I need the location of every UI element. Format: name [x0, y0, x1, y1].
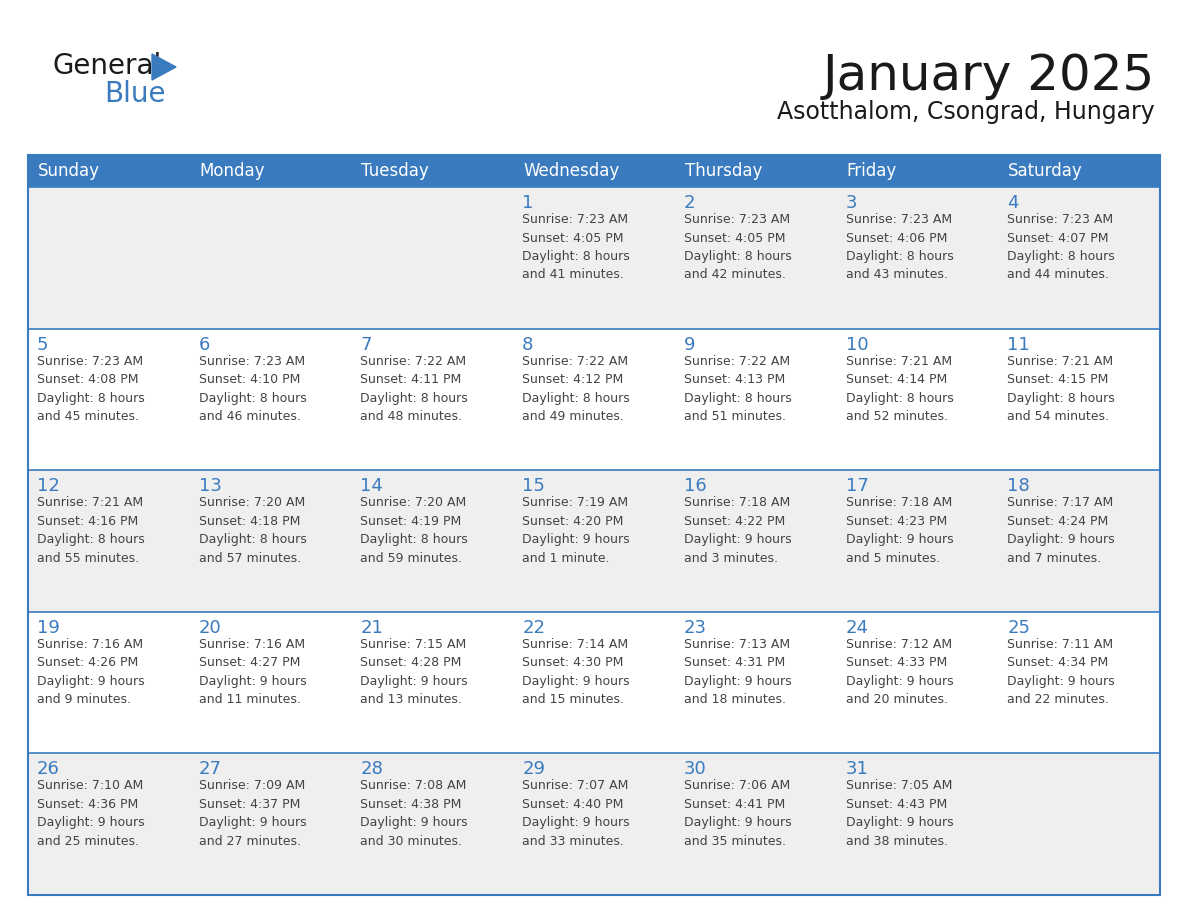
- Text: Sunrise: 7:23 AM
Sunset: 4:07 PM
Daylight: 8 hours
and 44 minutes.: Sunrise: 7:23 AM Sunset: 4:07 PM Dayligh…: [1007, 213, 1116, 282]
- Text: 20: 20: [198, 619, 221, 637]
- Text: 22: 22: [523, 619, 545, 637]
- Text: Sunrise: 7:14 AM
Sunset: 4:30 PM
Daylight: 9 hours
and 15 minutes.: Sunrise: 7:14 AM Sunset: 4:30 PM Dayligh…: [523, 638, 630, 706]
- Text: Sunrise: 7:16 AM
Sunset: 4:26 PM
Daylight: 9 hours
and 9 minutes.: Sunrise: 7:16 AM Sunset: 4:26 PM Dayligh…: [37, 638, 145, 706]
- Bar: [29, 611, 1159, 754]
- Text: Sunrise: 7:20 AM
Sunset: 4:19 PM
Daylight: 8 hours
and 59 minutes.: Sunrise: 7:20 AM Sunset: 4:19 PM Dayligh…: [360, 497, 468, 565]
- Polygon shape: [152, 54, 176, 80]
- Text: Tuesday: Tuesday: [361, 162, 429, 180]
- Text: 5: 5: [37, 336, 49, 353]
- Text: 7: 7: [360, 336, 372, 353]
- Text: Thursday: Thursday: [684, 162, 763, 180]
- Text: 18: 18: [1007, 477, 1030, 495]
- Text: January 2025: January 2025: [823, 52, 1155, 100]
- Text: Sunrise: 7:08 AM
Sunset: 4:38 PM
Daylight: 9 hours
and 30 minutes.: Sunrise: 7:08 AM Sunset: 4:38 PM Dayligh…: [360, 779, 468, 848]
- Text: Friday: Friday: [847, 162, 897, 180]
- Text: 6: 6: [198, 336, 210, 353]
- Text: Sunrise: 7:21 AM
Sunset: 4:14 PM
Daylight: 8 hours
and 52 minutes.: Sunrise: 7:21 AM Sunset: 4:14 PM Dayligh…: [846, 354, 953, 423]
- Text: Blue: Blue: [105, 80, 165, 108]
- Text: Wednesday: Wednesday: [523, 162, 619, 180]
- Text: Asotthalom, Csongrad, Hungary: Asotthalom, Csongrad, Hungary: [777, 100, 1155, 124]
- Text: Saturday: Saturday: [1009, 162, 1083, 180]
- Text: 31: 31: [846, 760, 868, 778]
- Text: Sunrise: 7:23 AM
Sunset: 4:10 PM
Daylight: 8 hours
and 46 minutes.: Sunrise: 7:23 AM Sunset: 4:10 PM Dayligh…: [198, 354, 307, 423]
- Text: 21: 21: [360, 619, 384, 637]
- Text: Sunrise: 7:07 AM
Sunset: 4:40 PM
Daylight: 9 hours
and 33 minutes.: Sunrise: 7:07 AM Sunset: 4:40 PM Dayligh…: [523, 779, 630, 848]
- Text: Sunday: Sunday: [38, 162, 100, 180]
- Text: Sunrise: 7:18 AM
Sunset: 4:22 PM
Daylight: 9 hours
and 3 minutes.: Sunrise: 7:18 AM Sunset: 4:22 PM Dayligh…: [684, 497, 791, 565]
- Text: Sunrise: 7:22 AM
Sunset: 4:11 PM
Daylight: 8 hours
and 48 minutes.: Sunrise: 7:22 AM Sunset: 4:11 PM Dayligh…: [360, 354, 468, 423]
- Text: Sunrise: 7:05 AM
Sunset: 4:43 PM
Daylight: 9 hours
and 38 minutes.: Sunrise: 7:05 AM Sunset: 4:43 PM Dayligh…: [846, 779, 953, 848]
- Text: Sunrise: 7:23 AM
Sunset: 4:08 PM
Daylight: 8 hours
and 45 minutes.: Sunrise: 7:23 AM Sunset: 4:08 PM Dayligh…: [37, 354, 145, 423]
- Text: 13: 13: [198, 477, 222, 495]
- Text: 9: 9: [684, 336, 695, 353]
- Text: Sunrise: 7:16 AM
Sunset: 4:27 PM
Daylight: 9 hours
and 11 minutes.: Sunrise: 7:16 AM Sunset: 4:27 PM Dayligh…: [198, 638, 307, 706]
- Text: 27: 27: [198, 760, 222, 778]
- Bar: [29, 155, 1159, 187]
- Text: Sunrise: 7:22 AM
Sunset: 4:12 PM
Daylight: 8 hours
and 49 minutes.: Sunrise: 7:22 AM Sunset: 4:12 PM Dayligh…: [523, 354, 630, 423]
- Text: Sunrise: 7:17 AM
Sunset: 4:24 PM
Daylight: 9 hours
and 7 minutes.: Sunrise: 7:17 AM Sunset: 4:24 PM Dayligh…: [1007, 497, 1114, 565]
- Bar: [29, 470, 1159, 611]
- Text: Sunrise: 7:13 AM
Sunset: 4:31 PM
Daylight: 9 hours
and 18 minutes.: Sunrise: 7:13 AM Sunset: 4:31 PM Dayligh…: [684, 638, 791, 706]
- Text: 15: 15: [523, 477, 545, 495]
- Text: Sunrise: 7:23 AM
Sunset: 4:05 PM
Daylight: 8 hours
and 41 minutes.: Sunrise: 7:23 AM Sunset: 4:05 PM Dayligh…: [523, 213, 630, 282]
- Bar: [29, 187, 1159, 329]
- Text: Sunrise: 7:21 AM
Sunset: 4:16 PM
Daylight: 8 hours
and 55 minutes.: Sunrise: 7:21 AM Sunset: 4:16 PM Dayligh…: [37, 497, 145, 565]
- Text: 29: 29: [523, 760, 545, 778]
- Text: Sunrise: 7:21 AM
Sunset: 4:15 PM
Daylight: 8 hours
and 54 minutes.: Sunrise: 7:21 AM Sunset: 4:15 PM Dayligh…: [1007, 354, 1116, 423]
- Text: 3: 3: [846, 194, 857, 212]
- Text: 1: 1: [523, 194, 533, 212]
- Text: 2: 2: [684, 194, 695, 212]
- Text: 8: 8: [523, 336, 533, 353]
- Text: 23: 23: [684, 619, 707, 637]
- Text: 4: 4: [1007, 194, 1019, 212]
- Text: 11: 11: [1007, 336, 1030, 353]
- Text: Sunrise: 7:12 AM
Sunset: 4:33 PM
Daylight: 9 hours
and 20 minutes.: Sunrise: 7:12 AM Sunset: 4:33 PM Dayligh…: [846, 638, 953, 706]
- Text: Monday: Monday: [200, 162, 265, 180]
- Text: Sunrise: 7:15 AM
Sunset: 4:28 PM
Daylight: 9 hours
and 13 minutes.: Sunrise: 7:15 AM Sunset: 4:28 PM Dayligh…: [360, 638, 468, 706]
- Text: Sunrise: 7:11 AM
Sunset: 4:34 PM
Daylight: 9 hours
and 22 minutes.: Sunrise: 7:11 AM Sunset: 4:34 PM Dayligh…: [1007, 638, 1114, 706]
- Text: 30: 30: [684, 760, 707, 778]
- Text: General: General: [52, 52, 162, 80]
- Bar: [29, 329, 1159, 470]
- Text: Sunrise: 7:06 AM
Sunset: 4:41 PM
Daylight: 9 hours
and 35 minutes.: Sunrise: 7:06 AM Sunset: 4:41 PM Dayligh…: [684, 779, 791, 848]
- Text: Sunrise: 7:19 AM
Sunset: 4:20 PM
Daylight: 9 hours
and 1 minute.: Sunrise: 7:19 AM Sunset: 4:20 PM Dayligh…: [523, 497, 630, 565]
- Text: Sunrise: 7:09 AM
Sunset: 4:37 PM
Daylight: 9 hours
and 27 minutes.: Sunrise: 7:09 AM Sunset: 4:37 PM Dayligh…: [198, 779, 307, 848]
- Text: 26: 26: [37, 760, 59, 778]
- Text: Sunrise: 7:20 AM
Sunset: 4:18 PM
Daylight: 8 hours
and 57 minutes.: Sunrise: 7:20 AM Sunset: 4:18 PM Dayligh…: [198, 497, 307, 565]
- Text: Sunrise: 7:18 AM
Sunset: 4:23 PM
Daylight: 9 hours
and 5 minutes.: Sunrise: 7:18 AM Sunset: 4:23 PM Dayligh…: [846, 497, 953, 565]
- Text: 14: 14: [360, 477, 384, 495]
- Text: 25: 25: [1007, 619, 1030, 637]
- Text: Sunrise: 7:23 AM
Sunset: 4:06 PM
Daylight: 8 hours
and 43 minutes.: Sunrise: 7:23 AM Sunset: 4:06 PM Dayligh…: [846, 213, 953, 282]
- Text: 19: 19: [37, 619, 59, 637]
- Text: 10: 10: [846, 336, 868, 353]
- Text: 16: 16: [684, 477, 707, 495]
- Text: 28: 28: [360, 760, 384, 778]
- Text: 12: 12: [37, 477, 59, 495]
- Text: Sunrise: 7:22 AM
Sunset: 4:13 PM
Daylight: 8 hours
and 51 minutes.: Sunrise: 7:22 AM Sunset: 4:13 PM Dayligh…: [684, 354, 791, 423]
- Text: Sunrise: 7:10 AM
Sunset: 4:36 PM
Daylight: 9 hours
and 25 minutes.: Sunrise: 7:10 AM Sunset: 4:36 PM Dayligh…: [37, 779, 145, 848]
- Text: 17: 17: [846, 477, 868, 495]
- Bar: [29, 754, 1159, 895]
- Text: Sunrise: 7:23 AM
Sunset: 4:05 PM
Daylight: 8 hours
and 42 minutes.: Sunrise: 7:23 AM Sunset: 4:05 PM Dayligh…: [684, 213, 791, 282]
- Text: 24: 24: [846, 619, 868, 637]
- Bar: [29, 155, 1159, 895]
